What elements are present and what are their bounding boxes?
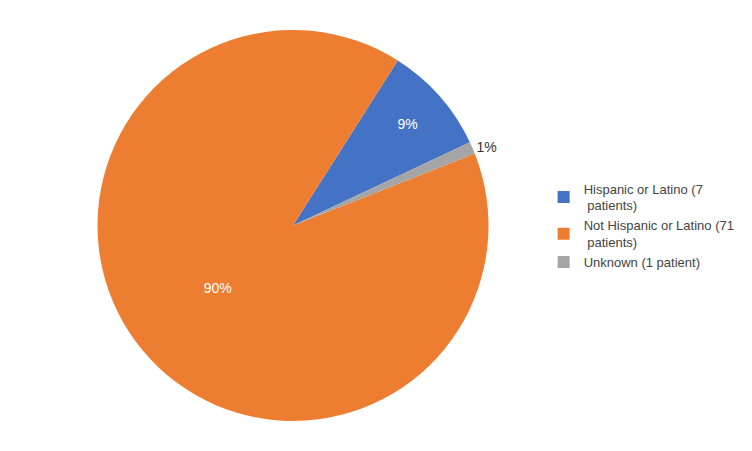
svg-text:1%: 1% — [476, 139, 496, 155]
svg-text:Unknown (1 patient): Unknown (1 patient) — [584, 255, 700, 270]
svg-text:Not Hispanic or Latino (71 pat: Not Hispanic or Latino (71 patients) — [584, 218, 734, 250]
svg-text:90%: 90% — [204, 280, 232, 296]
svg-text:9%: 9% — [398, 116, 418, 132]
svg-text:Hispanic or Latino (7 patients: Hispanic or Latino (7 patients) — [584, 182, 703, 214]
